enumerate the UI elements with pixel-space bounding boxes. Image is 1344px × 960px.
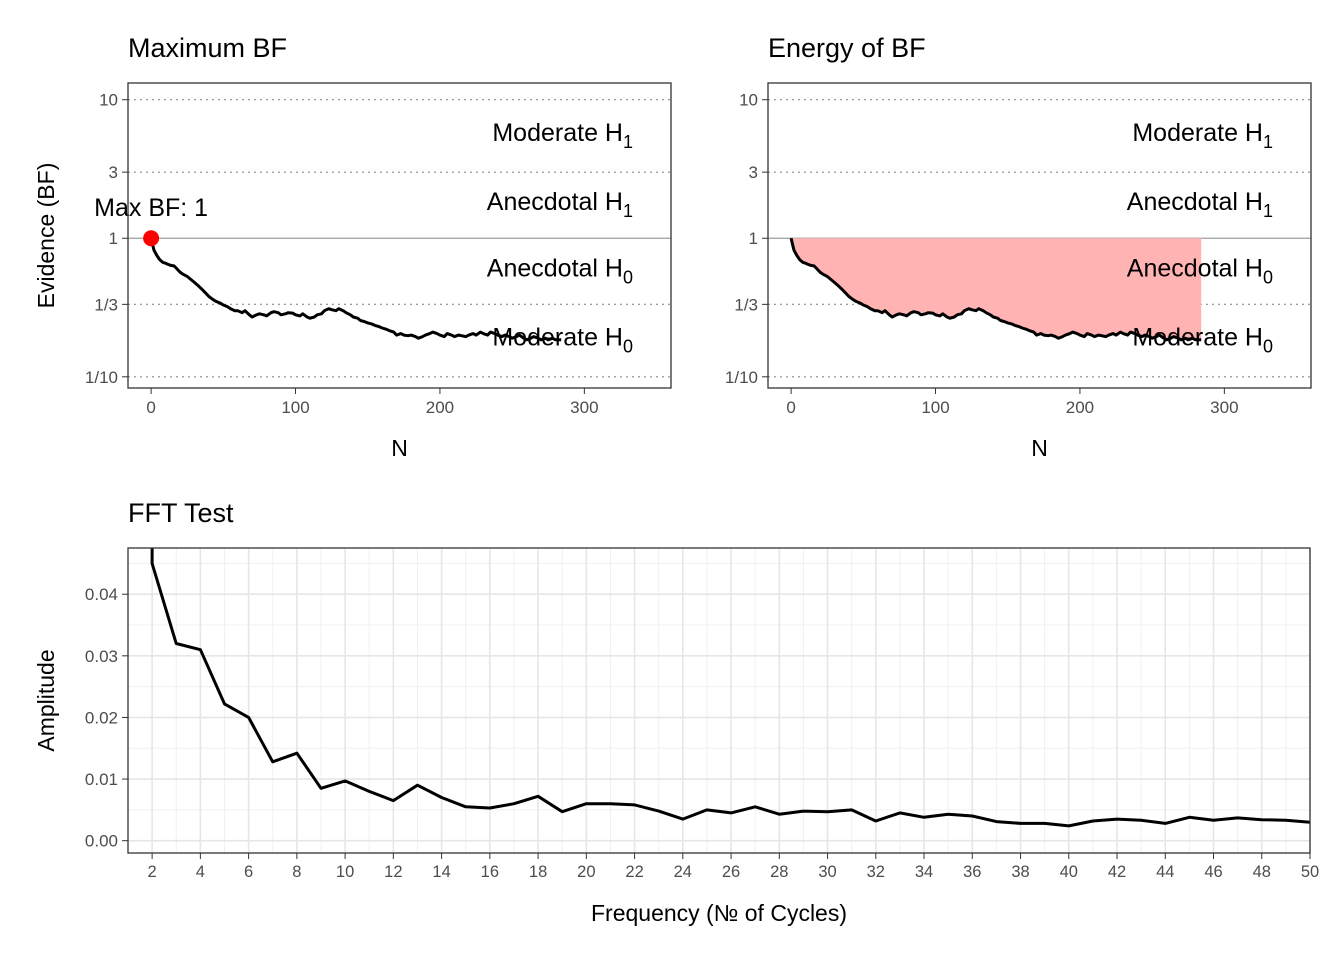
x-tick-label: 100 bbox=[921, 398, 949, 417]
bf-trajectory-line bbox=[149, 237, 562, 342]
x-tick-label: 20 bbox=[577, 863, 595, 881]
x-tick-label: 36 bbox=[963, 863, 981, 881]
x-tick-label: 4 bbox=[196, 863, 205, 881]
y-tick-label: 3 bbox=[749, 163, 758, 182]
x-tick-label: 200 bbox=[1066, 398, 1094, 417]
bf-trajectory-line bbox=[789, 237, 1202, 342]
evidence-category-label: Moderate H1 bbox=[492, 119, 633, 152]
amplitude-line bbox=[150, 548, 1310, 828]
x-tick-label: 44 bbox=[1156, 863, 1174, 881]
evidence-category-label: Anecdotal H0 bbox=[487, 254, 633, 287]
y-tick-label: 0.04 bbox=[85, 585, 118, 604]
x-axis-label: Frequency (№ of Cycles) bbox=[591, 900, 847, 926]
x-tick-label: 8 bbox=[292, 863, 301, 881]
x-tick-label: 0 bbox=[786, 398, 795, 417]
y-tick-label: 0.00 bbox=[85, 832, 118, 851]
x-tick-label: 38 bbox=[1011, 863, 1029, 881]
x-axis-label: N bbox=[391, 435, 408, 461]
x-tick-label: 48 bbox=[1253, 863, 1271, 881]
x-tick-label: 24 bbox=[674, 863, 692, 881]
y-tick-label: 1/3 bbox=[734, 295, 758, 314]
x-tick-label: 40 bbox=[1060, 863, 1078, 881]
x-tick-label: 26 bbox=[722, 863, 740, 881]
x-tick-label: 18 bbox=[529, 863, 547, 881]
y-axis-label: Amplitude bbox=[33, 649, 59, 751]
max-bf-label: Max BF: 1 bbox=[94, 194, 208, 222]
maximum-bf-panel: Maximum BF 10 3 1 1/3 1/10 0 100 200 300 Moderate … bbox=[33, 33, 672, 461]
y-tick-label: 10 bbox=[99, 91, 118, 110]
x-tick-label: 6 bbox=[244, 863, 253, 881]
chart-title: FFT Test bbox=[128, 498, 234, 528]
panel-border bbox=[767, 82, 1312, 389]
x-tick-label: 16 bbox=[481, 863, 499, 881]
x-tick-label: 32 bbox=[867, 863, 885, 881]
x-tick-label: 28 bbox=[770, 863, 788, 881]
x-tick-label: 10 bbox=[336, 863, 354, 881]
evidence-category-label: Moderate H0 bbox=[1132, 324, 1273, 357]
x-tick-label: 200 bbox=[426, 398, 454, 417]
energy-of-bf-panel: Energy of BF 10 3 1 1/3 1/10 0 100 200 300 Moderat… bbox=[725, 33, 1312, 461]
chart-title: Maximum BF bbox=[128, 33, 287, 63]
x-tick-label: 0 bbox=[146, 398, 155, 417]
x-tick-label: 34 bbox=[915, 863, 933, 881]
evidence-category-label: Anecdotal H1 bbox=[487, 188, 633, 221]
x-tick-label: 300 bbox=[570, 398, 598, 417]
x-axis-label: N bbox=[1031, 435, 1048, 461]
x-tick-label: 2 bbox=[148, 863, 157, 881]
panel-border bbox=[127, 82, 672, 389]
y-tick-label: 3 bbox=[109, 163, 118, 182]
x-tick-label: 12 bbox=[384, 863, 402, 881]
y-tick-label: 0.03 bbox=[85, 647, 118, 666]
evidence-category-label: Moderate H1 bbox=[1132, 119, 1273, 152]
y-tick-label: 0.02 bbox=[85, 708, 118, 727]
max-bf-point bbox=[143, 230, 160, 247]
y-tick-label: 1/10 bbox=[85, 368, 118, 387]
y-tick-label: 1 bbox=[109, 229, 118, 248]
y-tick-label: 1 bbox=[749, 229, 758, 248]
x-tick-label: 100 bbox=[281, 398, 309, 417]
x-tick-label: 46 bbox=[1204, 863, 1222, 881]
y-tick-label: 10 bbox=[739, 91, 758, 110]
evidence-category-label: Moderate H0 bbox=[492, 324, 633, 357]
y-tick-label: 1/3 bbox=[94, 295, 118, 314]
x-tick-label: 300 bbox=[1210, 398, 1238, 417]
x-tick-label: 30 bbox=[818, 863, 836, 881]
chart-title: Energy of BF bbox=[768, 33, 926, 63]
x-tick-label: 14 bbox=[432, 863, 450, 881]
y-axis-label: Evidence (BF) bbox=[33, 163, 59, 309]
x-tick-label: 50 bbox=[1301, 863, 1319, 881]
energy-area bbox=[791, 238, 1202, 340]
y-tick-label: 1/10 bbox=[725, 368, 758, 387]
x-tick-label: 42 bbox=[1108, 863, 1126, 881]
evidence-category-label: Anecdotal H0 bbox=[1127, 254, 1273, 287]
evidence-category-label: Anecdotal H1 bbox=[1127, 188, 1273, 221]
panel-border bbox=[127, 547, 1311, 854]
y-tick-label: 0.01 bbox=[85, 770, 118, 789]
x-tick-label: 22 bbox=[625, 863, 643, 881]
